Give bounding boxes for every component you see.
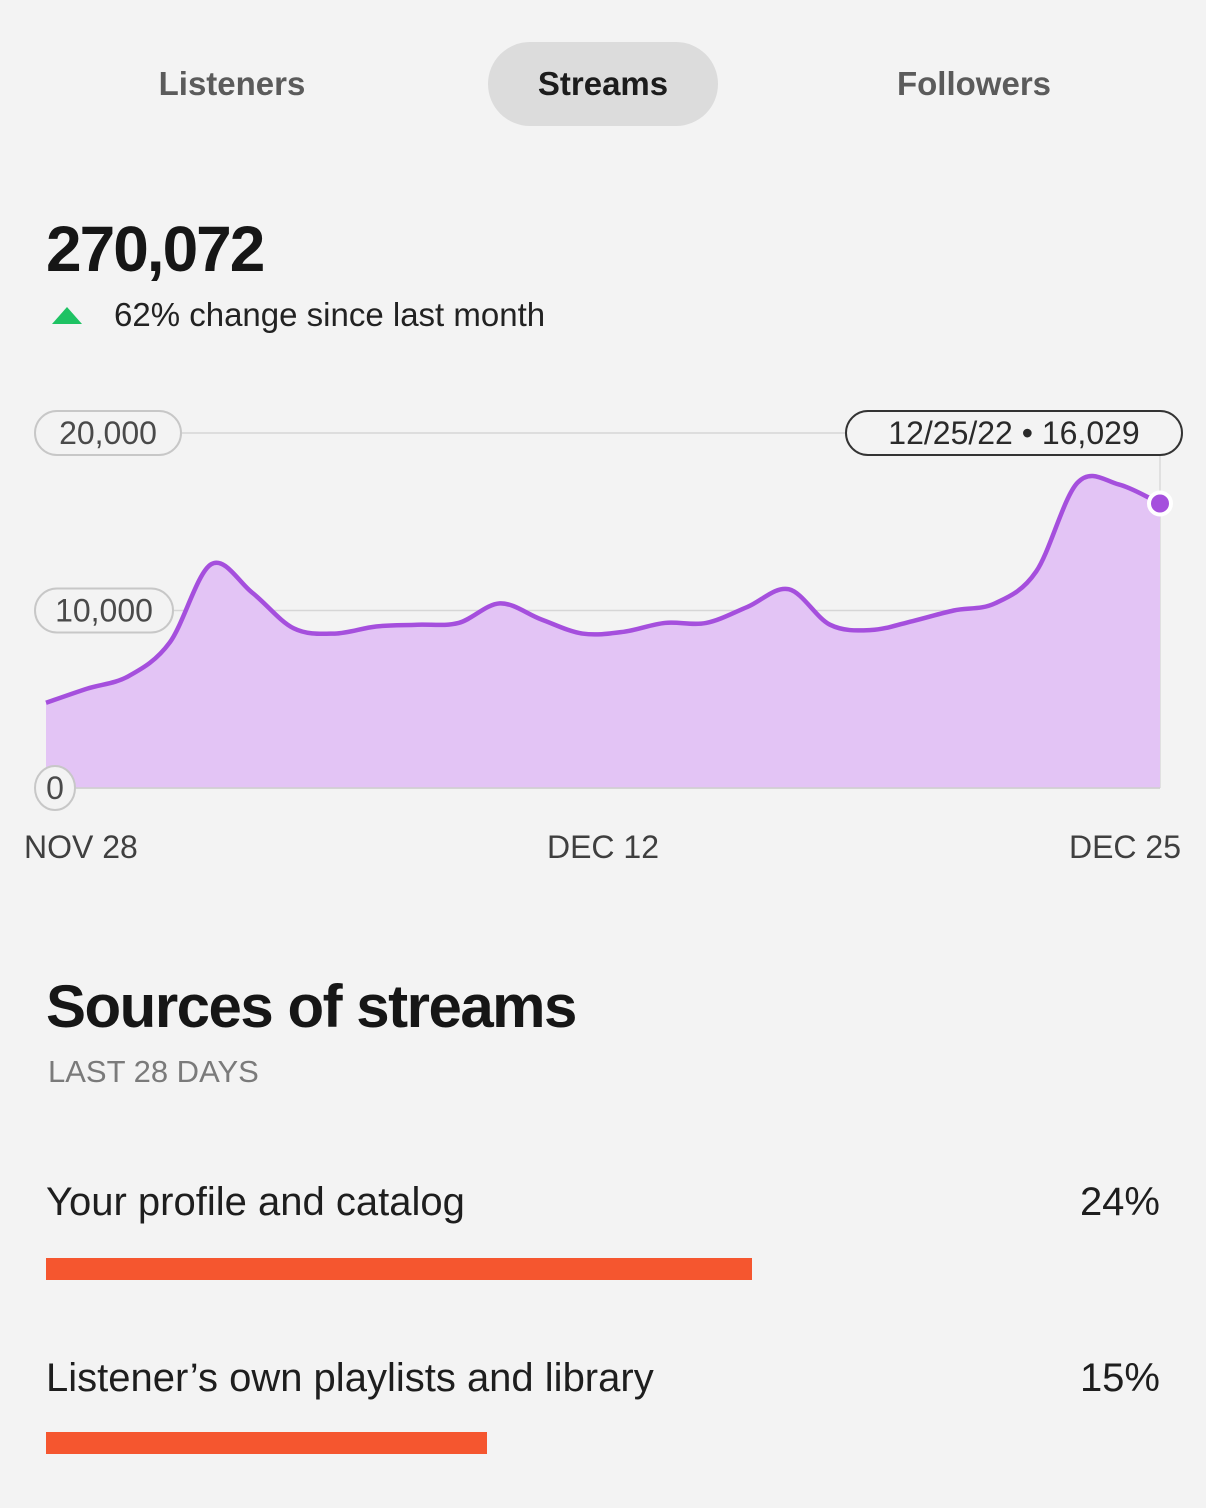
- data-point: [1147, 490, 1173, 517]
- series-line: [45, 473, 1161, 705]
- y-tick-label: 0: [46, 770, 64, 806]
- tooltip-pill: [845, 410, 1183, 456]
- source-bar: [46, 1432, 487, 1454]
- tab-bar: Listeners Streams Followers: [0, 42, 1206, 128]
- y-tick-pill: [34, 410, 182, 456]
- x-tick-label: NOV 28: [24, 829, 138, 865]
- source-label: Your profile and catalog: [46, 1180, 465, 1224]
- tab-streams[interactable]: Streams: [488, 42, 718, 126]
- y-tick-pill: [34, 587, 174, 634]
- tooltip-label: 12/25/22 • 16,029: [888, 415, 1139, 451]
- streams-chart-svg: 20,000 10,000 0 NOV 28 DEC 12 DEC 25 12/25/22 …: [24, 410, 1183, 865]
- source-label: Listener’s own playlists and library: [46, 1356, 654, 1400]
- sources-title: Sources of streams: [46, 973, 577, 1040]
- x-tick-label: DEC 25: [1069, 829, 1181, 865]
- sources-subtitle: LAST 28 DAYS: [48, 1054, 259, 1089]
- series-area: [46, 475, 1160, 788]
- change-summary: 62% change since last month: [52, 296, 545, 334]
- source-bar: [46, 1258, 752, 1280]
- streams-chart[interactable]: 20,000 10,000 0 NOV 28 DEC 12 DEC 25 12/25/22 …: [0, 390, 1206, 870]
- source-percent: 15%: [1079, 1356, 1160, 1400]
- y-tick-label: 10,000: [55, 593, 153, 629]
- source-bar-track: [46, 1432, 1160, 1454]
- tab-followers[interactable]: Followers: [896, 65, 1052, 102]
- x-tick-label: DEC 12: [547, 829, 659, 865]
- source-bar-track: [46, 1258, 1160, 1280]
- up-arrow-icon: [52, 306, 82, 324]
- y-tick-label: 20,000: [59, 415, 157, 451]
- source-percent: 24%: [1079, 1180, 1160, 1224]
- tab-listeners[interactable]: Listeners: [158, 65, 306, 102]
- change-text: 62% change since last month: [114, 296, 546, 333]
- y-tick-pill: [34, 765, 76, 811]
- total-streams-value: 270,072: [46, 213, 265, 285]
